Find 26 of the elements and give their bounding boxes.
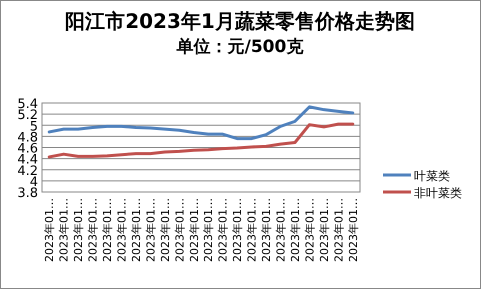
x-tick-label: 2023年01…: [188, 198, 201, 262]
x-tick-label: 2023年01…: [332, 198, 346, 262]
x-tick-label: 2023年01…: [58, 198, 71, 262]
x-tick-label: 2023年01…: [303, 198, 316, 262]
chart-title: 阳江市2023年1月蔬菜零售价格走势图: [65, 9, 415, 33]
chart-subtitle: 单位：元/500克: [176, 37, 304, 57]
x-tick-label: 2023年01…: [288, 198, 302, 262]
legend-label: 叶菜类: [414, 169, 450, 183]
x-tick-label: 2023年01…: [101, 198, 114, 262]
x-tick-label: 2023年01…: [246, 198, 259, 262]
x-tick-label: 2023年01…: [274, 198, 288, 262]
x-tick-label: 2023年01…: [260, 198, 274, 262]
x-tick-label: 2023年01…: [86, 198, 100, 262]
x-tick-label: 2023年01…: [72, 198, 86, 262]
x-tick-label: 2023年01…: [173, 198, 186, 262]
x-tick-label: 2023年01…: [216, 198, 230, 262]
x-tick-label: 2023年01…: [130, 198, 143, 262]
x-tick-label: 2023年01…: [144, 198, 158, 262]
x-tick-label: 2023年01…: [231, 198, 244, 262]
legend-label: 非叶菜类: [414, 186, 462, 200]
x-tick-label: 2023年01…: [202, 198, 216, 262]
x-tick-label: 2023年01…: [318, 198, 331, 262]
x-tick-label: 2023年01…: [158, 198, 172, 262]
x-tick-label: 2023年01…: [116, 198, 128, 262]
x-tick-label: 2023年01…: [346, 198, 360, 262]
x-tick-label: 2023年01…: [43, 198, 56, 262]
